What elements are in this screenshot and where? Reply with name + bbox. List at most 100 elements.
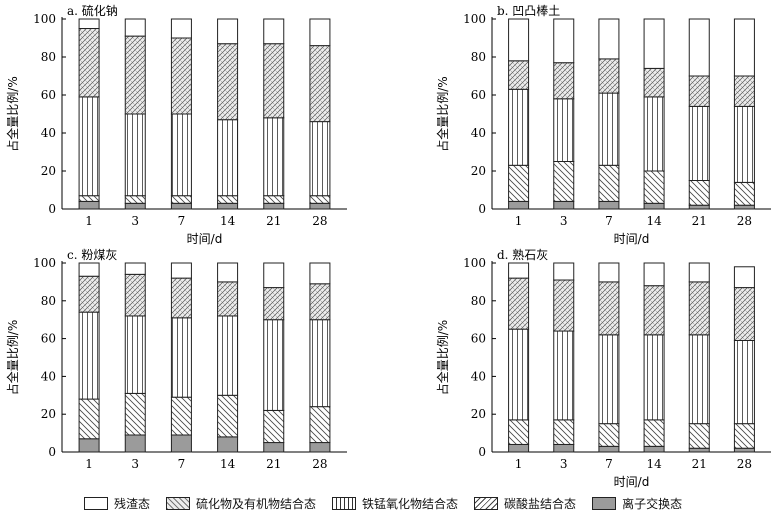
legend-swatch-sulfide-organic bbox=[166, 497, 191, 510]
panel-d-bar-7-carbonate bbox=[598, 423, 620, 447]
panel-d-bar-1-residual bbox=[508, 262, 530, 279]
panel-b-bar-3-residual bbox=[553, 18, 575, 64]
panel-b-bar-28-sulfide-organic bbox=[733, 75, 755, 107]
panel-c-bar-3-ion-exchange bbox=[124, 434, 146, 453]
panel-a-bar-28-carbonate bbox=[309, 195, 331, 204]
panel-c-ytick-label-0: 0 bbox=[48, 445, 56, 459]
panel-b-xtick-label-14: 14 bbox=[646, 214, 662, 228]
panel-d-xtick-label-28: 28 bbox=[737, 457, 752, 471]
panel-d-bar-14-carbonate bbox=[643, 419, 665, 447]
legend-swatch-fe-mn-oxide bbox=[332, 497, 357, 510]
panel-d-bar-28-carbonate bbox=[733, 423, 755, 449]
panel-a-xtick-label-1: 1 bbox=[85, 214, 93, 228]
panel-b-bar-1-fe-mn-oxide bbox=[508, 88, 530, 166]
panel-d-bar-7-residual bbox=[598, 262, 620, 283]
panel-b-bar-3-carbonate bbox=[553, 161, 575, 202]
panel-c-bar-3-carbonate bbox=[124, 392, 146, 436]
panel-b-bar-1-residual bbox=[508, 18, 530, 62]
panel-c-xtick-label-28: 28 bbox=[312, 457, 327, 471]
panel-d-ytick-label-0: 0 bbox=[478, 445, 486, 459]
panel-a-bar-3-ion-exchange bbox=[124, 202, 146, 210]
panel-c-bar-7-sulfide-organic bbox=[170, 277, 192, 319]
legend-swatch-ion-exchange bbox=[592, 497, 617, 510]
panel-c-bar-3-residual bbox=[124, 262, 146, 275]
panel-d-xtick-label-1: 1 bbox=[515, 457, 523, 471]
panel-b-bar-1-sulfide-organic bbox=[508, 60, 530, 90]
legend-item-residual: 残渣态 bbox=[84, 495, 150, 512]
panel-c-xtick-label-14: 14 bbox=[220, 457, 236, 471]
panel-a-bar-7-carbonate bbox=[170, 195, 192, 204]
panel-a-bar-1-residual bbox=[78, 18, 100, 29]
legend-item-ion-exchange: 离子交换态 bbox=[592, 495, 682, 512]
panel-a-xtick-label-21: 21 bbox=[266, 214, 281, 228]
panel-c-bar-21-sulfide-organic bbox=[263, 287, 285, 321]
legend-label-fe-mn-oxide: 铁锰氧化物结合态 bbox=[362, 497, 459, 511]
legend-label-carbonate: 碳酸盐结合态 bbox=[504, 497, 577, 511]
panel-d-bar-1-fe-mn-oxide bbox=[508, 328, 530, 421]
panel-b-bar-1-carbonate bbox=[508, 164, 530, 202]
panel-c-bar-14-residual bbox=[217, 262, 239, 283]
panel-a-xtick-label-7: 7 bbox=[178, 214, 186, 228]
panel-b-bar-14-sulfide-organic bbox=[643, 67, 665, 98]
panel-a-bar-21-ion-exchange bbox=[263, 202, 285, 210]
panel-d-bar-7-ion-exchange bbox=[598, 445, 620, 453]
panel-d-bar-28-residual bbox=[733, 266, 755, 289]
panel-a-bar-21-residual bbox=[263, 18, 285, 45]
panel-d-bar-21-fe-mn-oxide bbox=[688, 334, 710, 425]
panel-b-xtick-label-21: 21 bbox=[692, 214, 707, 228]
panel-b-ytick-label-0: 0 bbox=[478, 202, 486, 216]
panel-a-bar-3-fe-mn-oxide bbox=[124, 113, 146, 197]
panel-c-ytick-label-100: 100 bbox=[33, 256, 56, 270]
panel-a-ytick-label-100: 100 bbox=[33, 12, 56, 26]
panel-b-bar-7-carbonate bbox=[598, 164, 620, 202]
panel-a-ytick-label-0: 0 bbox=[48, 202, 56, 216]
panel-c-bar-14-carbonate bbox=[217, 394, 239, 438]
panel-d-bar-14-ion-exchange bbox=[643, 445, 665, 453]
panel-d-ytick-label-80: 80 bbox=[471, 294, 486, 308]
panel-d-xtick-label-21: 21 bbox=[692, 457, 707, 471]
panel-d-bar-3-ion-exchange bbox=[553, 443, 575, 453]
panel-a-bar-1-carbonate bbox=[78, 195, 100, 202]
panel-b-bar-28-residual bbox=[733, 18, 755, 77]
panel-d-bar-21-sulfide-organic bbox=[688, 281, 710, 336]
panel-c-ytick-label-80: 80 bbox=[41, 294, 56, 308]
panel-d-xtick-label-3: 3 bbox=[560, 457, 568, 471]
panel-a-bar-28-fe-mn-oxide bbox=[309, 121, 331, 197]
panel-a-bar-7-fe-mn-oxide bbox=[170, 113, 192, 197]
panel-d-bar-28-ion-exchange bbox=[733, 447, 755, 453]
panel-c-bar-1-carbonate bbox=[78, 398, 100, 440]
panel-d-bar-7-fe-mn-oxide bbox=[598, 334, 620, 425]
panel-d-title: d. 熟石灰 bbox=[497, 247, 548, 262]
panel-c-bar-3-fe-mn-oxide bbox=[124, 315, 146, 394]
panel-b-ytick-label-60: 60 bbox=[471, 88, 486, 102]
panel-a-bar-7-sulfide-organic bbox=[170, 37, 192, 115]
panel-d-bar-14-residual bbox=[643, 262, 665, 287]
panel-a-bar-28-ion-exchange bbox=[309, 202, 331, 210]
panel-c-xtick-label-3: 3 bbox=[131, 457, 139, 471]
panel-d-bar-28-fe-mn-oxide bbox=[733, 339, 755, 425]
panel-b-bar-7-sulfide-organic bbox=[598, 58, 620, 94]
panel-b-bar-14-fe-mn-oxide bbox=[643, 96, 665, 172]
legend-swatch-residual bbox=[84, 497, 108, 510]
panel-c-bar-7-ion-exchange bbox=[170, 434, 192, 453]
panel-a-bar-14-sulfide-organic bbox=[217, 43, 239, 121]
panel-b-bar-7-residual bbox=[598, 18, 620, 60]
panel-b-bar-21-carbonate bbox=[688, 180, 710, 206]
legend-swatch-carbonate bbox=[474, 497, 499, 510]
panel-c-xtick-label-7: 7 bbox=[178, 457, 186, 471]
panel-c-title: c. 粉煤灰 bbox=[67, 248, 117, 262]
panel-a-bar-14-fe-mn-oxide bbox=[217, 119, 239, 197]
panel-d-bar-3-fe-mn-oxide bbox=[553, 330, 575, 421]
panel-b-xtick-label-7: 7 bbox=[605, 214, 613, 228]
panel-c-bar-21-carbonate bbox=[263, 409, 285, 444]
panel-d-y-axis-label: 占全量比例/% bbox=[435, 320, 450, 395]
panel-a-xtick-label-28: 28 bbox=[312, 214, 327, 228]
panel-d-bar-14-fe-mn-oxide bbox=[643, 334, 665, 421]
panel-b-ytick-label-40: 40 bbox=[471, 126, 486, 140]
panel-a-bar-3-sulfide-organic bbox=[124, 35, 146, 115]
legend-item-sulfide-organic: 硫化物及有机物结合态 bbox=[166, 495, 316, 512]
panel-d-xtick-label-14: 14 bbox=[646, 457, 662, 471]
panel-d-bar-21-residual bbox=[688, 262, 710, 283]
panel-a-x-axis-label: 时间/d bbox=[187, 232, 223, 246]
panel-c-bar-21-ion-exchange bbox=[263, 442, 285, 453]
